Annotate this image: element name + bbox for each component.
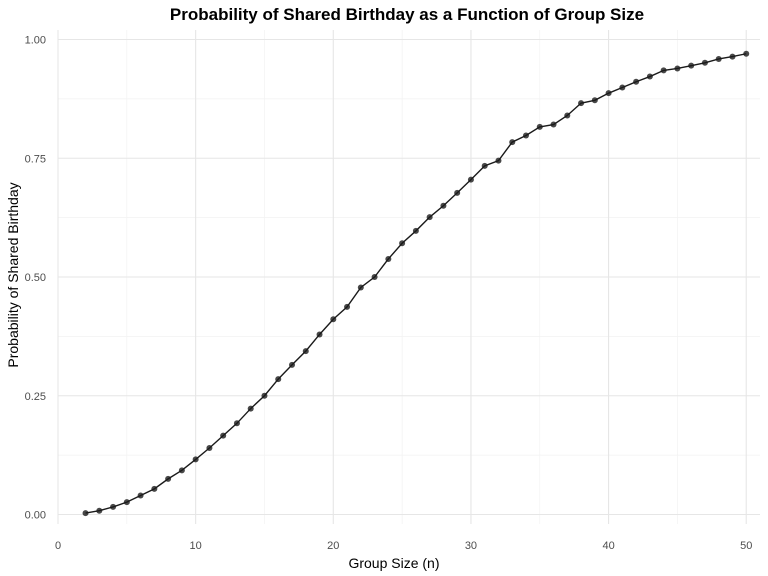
data-point bbox=[523, 132, 529, 139]
data-point bbox=[481, 162, 488, 169]
data-point bbox=[619, 84, 626, 91]
data-point bbox=[426, 214, 433, 221]
data-point bbox=[701, 59, 708, 66]
y-axis-title: Probability of Shared Birthday bbox=[5, 182, 21, 367]
y-tick-label: 0.00 bbox=[25, 510, 46, 522]
data-point bbox=[123, 499, 130, 506]
data-point bbox=[316, 331, 323, 338]
data-point bbox=[178, 467, 185, 474]
data-point bbox=[440, 202, 447, 209]
data-point bbox=[192, 456, 199, 463]
data-point bbox=[633, 78, 640, 85]
data-point bbox=[206, 445, 213, 451]
data-point bbox=[233, 420, 240, 427]
data-point bbox=[715, 55, 722, 62]
x-tick-label: 10 bbox=[190, 540, 202, 552]
data-point bbox=[289, 361, 295, 368]
data-point bbox=[385, 255, 392, 262]
ticks: 0 10 20 30 40 50 0.00 0.25 0.50 0.75 1.00 bbox=[25, 35, 753, 553]
data-point bbox=[82, 510, 89, 517]
data-point bbox=[261, 392, 268, 399]
data-point bbox=[495, 157, 502, 164]
x-tick-label: 0 bbox=[55, 540, 61, 552]
data-point bbox=[220, 432, 227, 439]
data-point bbox=[509, 139, 516, 146]
data-point bbox=[454, 189, 461, 196]
grid bbox=[57, 30, 760, 524]
data-point bbox=[371, 274, 378, 280]
data-point bbox=[550, 121, 557, 128]
data-point bbox=[688, 62, 695, 69]
data-point bbox=[357, 284, 364, 291]
x-axis-title: Group Size (n) bbox=[348, 555, 439, 571]
data-point bbox=[247, 405, 254, 412]
data-point bbox=[151, 485, 158, 492]
data-point bbox=[399, 240, 406, 247]
y-tick-label: 0.75 bbox=[25, 153, 46, 165]
data-point bbox=[646, 73, 653, 80]
x-tick-label: 50 bbox=[740, 540, 752, 552]
x-tick-label: 20 bbox=[327, 540, 339, 552]
data-point bbox=[536, 123, 543, 130]
data-point bbox=[467, 176, 474, 183]
data-point bbox=[660, 67, 667, 74]
chart-title: Probability of Shared Birthday as a Func… bbox=[170, 5, 644, 24]
data-point bbox=[729, 53, 736, 60]
data-point bbox=[302, 348, 309, 355]
data-point bbox=[275, 376, 282, 383]
series bbox=[82, 50, 750, 517]
data-point bbox=[137, 492, 144, 499]
data-point bbox=[674, 65, 681, 72]
x-tick-label: 40 bbox=[602, 540, 614, 552]
data-point bbox=[330, 316, 337, 323]
data-point bbox=[412, 227, 419, 234]
data-point bbox=[344, 303, 351, 310]
data-point bbox=[743, 50, 750, 57]
data-point bbox=[578, 100, 585, 107]
data-point bbox=[591, 97, 598, 104]
series-line bbox=[85, 53, 747, 514]
y-tick-label: 0.25 bbox=[25, 391, 46, 403]
data-point bbox=[605, 90, 612, 97]
data-point bbox=[96, 507, 103, 514]
y-tick-label: 1.00 bbox=[25, 35, 46, 47]
data-point bbox=[110, 503, 117, 510]
data-point bbox=[564, 112, 571, 119]
y-tick-label: 0.50 bbox=[25, 272, 46, 284]
data-point bbox=[165, 475, 172, 482]
x-tick-label: 30 bbox=[465, 540, 477, 552]
